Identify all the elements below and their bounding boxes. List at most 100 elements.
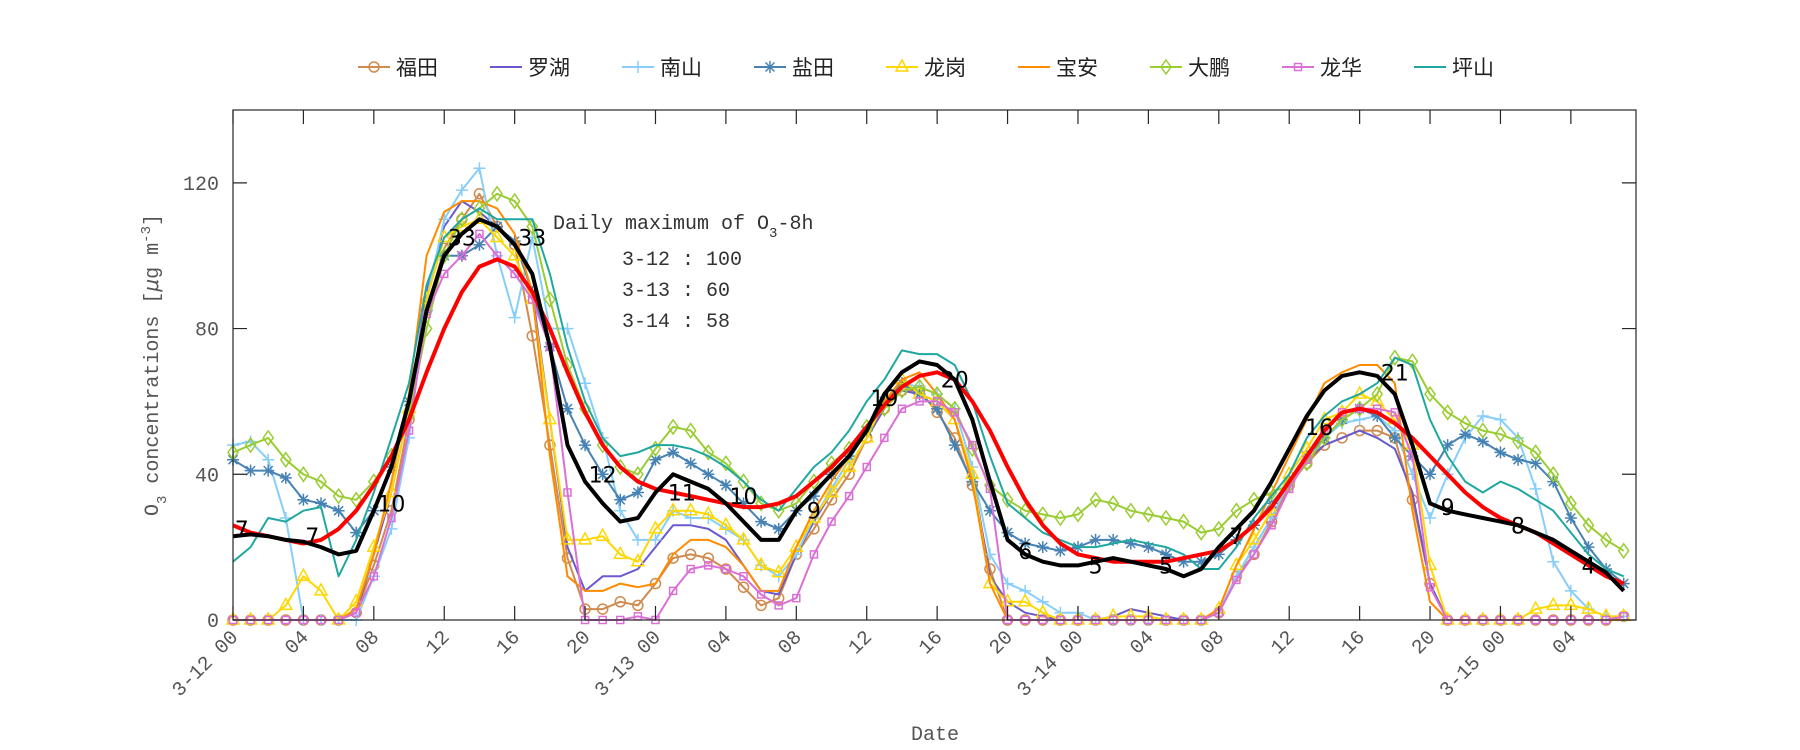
textbox-line: 3-12 : 100 [622, 249, 742, 272]
series-line [233, 232, 1624, 621]
data-point [315, 473, 327, 490]
x-tick-label: 12 [844, 627, 877, 660]
data-point [1564, 495, 1577, 512]
y-tick-label: 80 [195, 320, 219, 343]
data-point [1388, 431, 1401, 444]
data-point [350, 526, 363, 539]
unlabeled-series-0 [232, 257, 1625, 586]
data-point [1036, 506, 1049, 523]
data-point [1600, 531, 1612, 549]
data-point [772, 522, 785, 535]
data-point [560, 531, 575, 545]
series-8 [232, 207, 1625, 578]
data-point [332, 504, 345, 517]
annotation-label: 20 [941, 369, 969, 394]
data-point [1195, 524, 1208, 541]
data-point [475, 229, 484, 239]
data-point [278, 596, 294, 611]
legend-label: 大鹏 [1188, 56, 1230, 80]
annotation-label: 21 [1381, 361, 1409, 386]
legend-label: 龙岗 [924, 56, 966, 80]
data-point [507, 247, 522, 261]
y-tick-label: 120 [183, 174, 219, 197]
data-point [526, 218, 539, 235]
data-point [1160, 509, 1172, 527]
legend-item: 罗湖 [490, 56, 570, 80]
data-point [262, 464, 275, 477]
data-point [457, 251, 467, 260]
data-point [631, 533, 644, 546]
data-point [542, 411, 558, 425]
data-point [701, 505, 716, 520]
x-tick-label: 20 [563, 627, 596, 660]
x-tick-label: 16 [915, 627, 948, 660]
data-point [1177, 555, 1190, 568]
data-point [1582, 541, 1595, 554]
legend-label: 南山 [660, 56, 702, 80]
data-point [436, 228, 452, 243]
data-point [262, 429, 275, 447]
x-tick-label: 20 [1408, 627, 1441, 660]
data-point [508, 192, 521, 210]
data-point [753, 556, 769, 571]
x-tick-label: 16 [1337, 627, 1370, 660]
data-point [1494, 425, 1507, 443]
data-point [789, 538, 804, 552]
data-point [665, 502, 681, 516]
legend-label: 坪山 [1452, 56, 1494, 80]
annotation-label: 11 [668, 482, 696, 507]
legend-item: 南山 [622, 56, 702, 80]
data-point [737, 581, 750, 593]
data-point [913, 378, 926, 396]
data-point [1054, 509, 1067, 527]
data-point [1512, 453, 1525, 466]
annotation-label: 7 [305, 525, 319, 550]
data-point [244, 464, 257, 477]
data-point [1617, 542, 1630, 560]
legend-item: 福田 [358, 56, 438, 80]
data-point [1476, 435, 1489, 448]
data-point [1390, 408, 1400, 417]
data-point [1089, 491, 1102, 509]
data-point [1494, 413, 1507, 426]
data-point [508, 235, 521, 248]
annotations: 7 7 10 33 33 12 11 10 9 19 20 6 5 5 7 16 21 9 8 4 Daily maxi… [235, 213, 1596, 579]
data-point [543, 291, 556, 308]
data-point [1528, 600, 1543, 614]
data-point [1459, 428, 1472, 441]
data-point [1476, 422, 1489, 439]
legend-label: 龙华 [1320, 56, 1362, 80]
data-point [1336, 432, 1348, 444]
data-point [1019, 537, 1032, 550]
x-tick-label: 04 [1126, 627, 1159, 660]
data-point [792, 593, 801, 603]
annotation-label: 19 [870, 387, 898, 412]
legend-label: 宝安 [1056, 56, 1098, 80]
data-point [755, 599, 767, 612]
data-point [721, 564, 731, 574]
data-point [648, 520, 663, 534]
plot-frame [232, 109, 1637, 621]
data-point [1107, 495, 1120, 512]
data-point [667, 446, 680, 459]
legend-label: 盐田 [792, 56, 834, 80]
data-point [702, 552, 715, 564]
data-point [1371, 424, 1383, 437]
data-point [1036, 541, 1049, 554]
legend-item: 盐田 [754, 56, 834, 80]
data-point [807, 490, 820, 503]
data-point [1054, 544, 1067, 557]
legend-item: 宝安 [1018, 56, 1098, 80]
annotation-label: 10 [730, 485, 758, 510]
data-point [683, 502, 698, 516]
x-tick-label: 04 [704, 627, 737, 660]
data-point [491, 185, 503, 203]
data-point [1142, 541, 1155, 554]
x-tick-label: 08 [774, 627, 807, 660]
data-point [369, 572, 379, 581]
data-point [297, 465, 310, 483]
data-point [631, 486, 644, 499]
series-line [232, 257, 1625, 586]
data-point [1212, 548, 1225, 561]
